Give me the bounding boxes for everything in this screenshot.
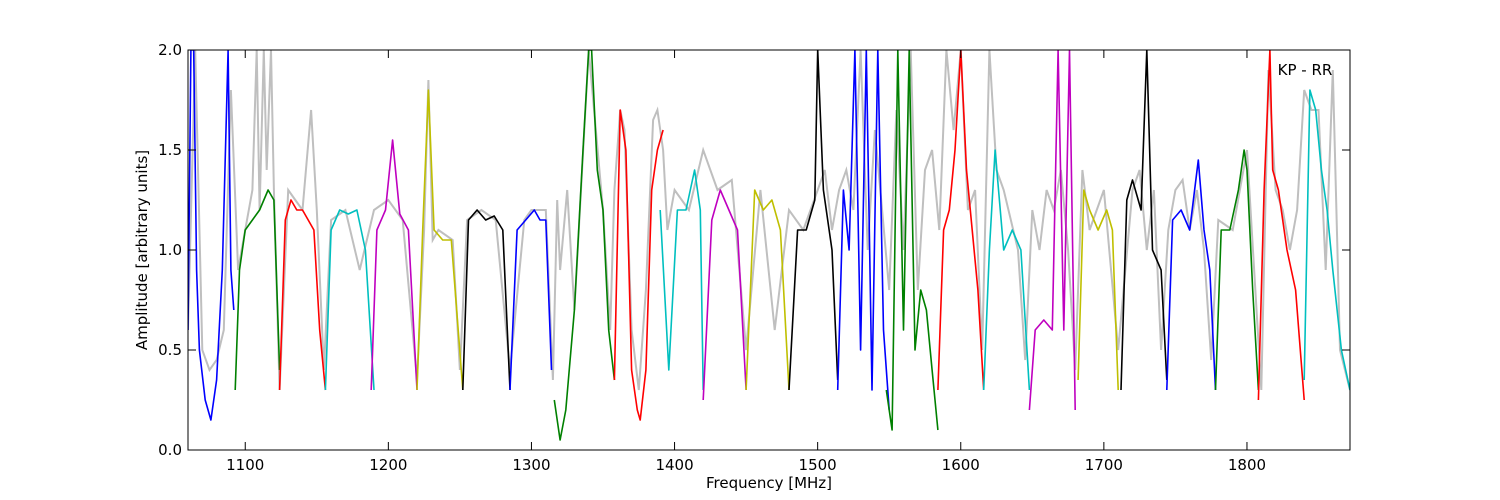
series-line-3 — [278, 199, 327, 391]
series-line-9 — [553, 50, 616, 441]
series-line-15 — [836, 50, 890, 411]
x-tick-label: 1500 — [799, 456, 837, 474]
series-line-8 — [509, 209, 553, 391]
series-line-25 — [1303, 89, 1350, 391]
y-tick-label: 1.5 — [158, 141, 182, 159]
y-tick-label: 1.0 — [158, 241, 182, 259]
x-tick-label: 1200 — [369, 456, 407, 474]
series-layer — [188, 50, 1350, 441]
background-trace-layer — [188, 50, 1350, 391]
series-line-1 — [188, 50, 235, 421]
series-line-6 — [416, 89, 464, 391]
x-axis-ticks: 1100 1200 1300 1400 1500 1600 1700 1800 — [226, 50, 1266, 474]
series-line-17 — [937, 50, 985, 391]
series-line-13 — [745, 189, 790, 391]
plot-frame — [187, 49, 1351, 451]
series-line-18 — [982, 149, 1031, 391]
series-line-23 — [1214, 149, 1260, 391]
background-trace-line — [188, 50, 1350, 391]
annotation-label: KP - RR — [1278, 61, 1333, 79]
y-tick-label: 0.5 — [158, 341, 182, 359]
series-line-19 — [1028, 50, 1076, 411]
x-tick-label: 1400 — [655, 456, 693, 474]
series-line-12 — [702, 189, 747, 401]
x-tick-label: 1100 — [226, 456, 264, 474]
y-tick-label: 2.0 — [158, 41, 182, 59]
y-tick-label: 0.0 — [158, 441, 182, 459]
x-tick-label: 1300 — [512, 456, 550, 474]
series-line-7 — [462, 209, 511, 391]
series-line-2 — [234, 189, 281, 391]
y-axis-label: Amplitude [arbitrary units] — [133, 150, 151, 350]
x-tick-label: 1700 — [1085, 456, 1123, 474]
x-axis-label: Frequency [MHz] — [706, 474, 832, 492]
series-line-16 — [885, 50, 939, 431]
x-tick-label: 1600 — [942, 456, 980, 474]
series-line-10 — [613, 109, 664, 421]
series-line-24 — [1257, 50, 1305, 401]
series-line-21 — [1120, 50, 1168, 391]
y-axis-ticks: 0.0 0.5 1.0 1.5 2.0 — [158, 41, 1350, 459]
series-line-20 — [1077, 189, 1119, 391]
series-line-5 — [370, 139, 418, 391]
x-tick-label: 1800 — [1228, 456, 1266, 474]
series-line-11 — [659, 169, 704, 391]
series-line-14 — [788, 50, 839, 391]
series-line-22 — [1166, 159, 1217, 391]
series-line-4 — [324, 209, 375, 391]
